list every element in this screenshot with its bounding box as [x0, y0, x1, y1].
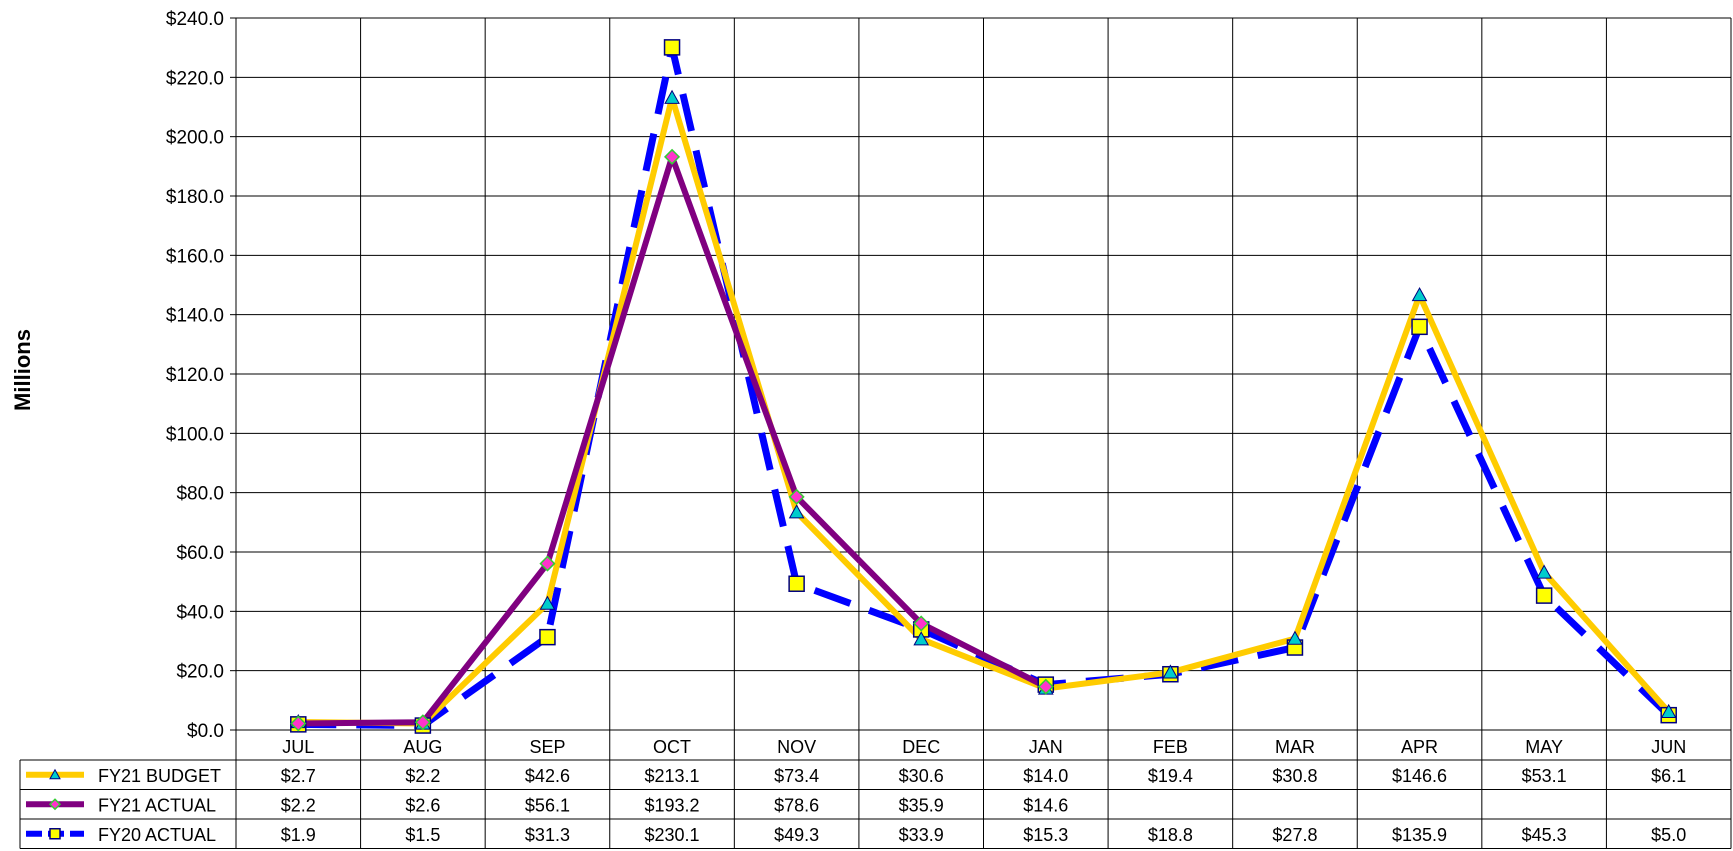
legend-marker-key: [49, 828, 61, 840]
legend-marker-key: [48, 798, 62, 811]
legend-series-name: FY21 ACTUAL: [98, 795, 216, 815]
x-category-label: MAY: [1525, 737, 1563, 757]
y-tick-label: $100.0: [166, 424, 224, 445]
table-cell-value: $42.6: [525, 766, 570, 786]
table-cell-value: $2.6: [405, 795, 440, 815]
table-cell-value: $14.0: [1023, 766, 1068, 786]
y-tick-label: $80.0: [176, 484, 224, 505]
x-category-label: DEC: [902, 737, 940, 757]
table-cell-value: $53.1: [1522, 766, 1567, 786]
data-point-fy20-actual: [788, 575, 805, 592]
table-cell-value: $49.3: [774, 825, 819, 845]
data-point-fy21-actual: [913, 615, 930, 632]
y-tick-label: $20.0: [176, 662, 224, 683]
y-tick-label: $240.0: [166, 9, 224, 30]
data-point-fy20-actual: [1411, 318, 1428, 336]
data-table: JUL AUG SEP OCT NOV DEC JAN FEB MAR APR MAY JUN FY21…: [19, 737, 1731, 849]
data-point-fy21-budget: [1536, 564, 1552, 579]
data-point-fy20-actual: [663, 39, 681, 56]
y-tick-label: $200.0: [166, 128, 224, 149]
table-cell-value: $1.9: [281, 825, 316, 845]
y-tick-label: $60.0: [176, 543, 224, 564]
data-point-fy21-budget: [1162, 664, 1179, 679]
x-category-label: MAR: [1275, 737, 1315, 757]
x-category-label: NOV: [777, 737, 816, 757]
y-tick-label: $140.0: [166, 306, 224, 327]
y-tick-labels: $0.0 $20.0 $40.0 $60.0 $80.0 $100.0 $120.0 $140…: [166, 9, 224, 742]
table-cell-value: $56.1: [525, 795, 570, 815]
table-cell-value: $2.2: [281, 795, 316, 815]
data-point-fy21-actual: [414, 714, 431, 731]
data-point-fy21-budget: [1287, 630, 1303, 645]
data-point-fy21-budget: [1411, 287, 1428, 302]
table-cell-value: $27.8: [1272, 825, 1317, 845]
x-category-label: AUG: [403, 737, 442, 757]
table-cell-value: $2.2: [405, 766, 440, 786]
table-cell-value: $146.6: [1392, 766, 1447, 786]
table-cell-value: $31.3: [525, 825, 570, 845]
legend-series-name: FY20 ACTUAL: [98, 825, 216, 845]
table-cell-value: $78.6: [774, 795, 819, 815]
table-cell-value: $33.9: [899, 825, 944, 845]
y-tick-label: $180.0: [166, 187, 224, 208]
legend-marker-key: [49, 768, 61, 780]
table-cell-value: $230.1: [645, 825, 700, 845]
data-point-fy21-actual: [788, 488, 805, 505]
table-cell-value: $6.1: [1651, 766, 1686, 786]
y-tick-label: $0.0: [187, 721, 224, 742]
table-cell-value: $30.8: [1272, 766, 1317, 786]
x-category-label: OCT: [653, 737, 691, 757]
data-point-fy21-budget: [788, 504, 805, 519]
data-point-fy21-actual: [1037, 678, 1054, 695]
y-tick-label: $160.0: [166, 246, 224, 267]
table-cell-value: $18.8: [1148, 825, 1193, 845]
table-cell-value: $193.2: [645, 795, 700, 815]
x-category-label: JAN: [1029, 737, 1063, 757]
data-point-fy21-actual: [539, 555, 556, 572]
y-tick-label: $40.0: [176, 602, 224, 623]
table-cell-value: $35.9: [899, 795, 944, 815]
x-category-label: SEP: [529, 737, 565, 757]
data-point-fy21-budget: [664, 89, 680, 104]
table-cell-value: $2.7: [281, 766, 316, 786]
data-point-fy21-actual: [663, 148, 681, 165]
data-point-fy20-actual: [539, 628, 556, 646]
table-cell-value: $135.9: [1392, 825, 1447, 845]
y-tick-label: $120.0: [166, 365, 224, 386]
x-category-label: FEB: [1153, 737, 1188, 757]
data-point-fy20-actual: [1535, 587, 1553, 604]
table-cell-value: $5.0: [1651, 825, 1686, 845]
series-line-fy21-budget: [298, 94, 1671, 727]
y-tick-label: $220.0: [166, 68, 224, 89]
table-cell-value: $19.4: [1148, 766, 1193, 786]
table-cell-value: $1.5: [405, 825, 440, 845]
table-cell-value: $14.6: [1023, 795, 1068, 815]
table-cell-value: $73.4: [774, 766, 819, 786]
data-point-fy21-budget: [539, 595, 556, 610]
data-point-fy21-actual: [290, 715, 307, 732]
table-cell-value: $213.1: [645, 766, 700, 786]
data-point-fy21-budget: [1660, 703, 1677, 719]
x-category-label: JUL: [282, 737, 314, 757]
x-category-label: APR: [1401, 737, 1438, 757]
table-cell-value: $30.6: [899, 766, 944, 786]
series-markers: [290, 39, 1677, 734]
legend-series-name: FY21 BUDGET: [98, 766, 221, 786]
table-cell-value: $45.3: [1522, 825, 1567, 845]
table-cell-value: $15.3: [1023, 825, 1068, 845]
data-point-fy21-budget: [913, 631, 930, 646]
x-category-label: JUN: [1651, 737, 1686, 757]
grid-layer: [230, 17, 1732, 849]
